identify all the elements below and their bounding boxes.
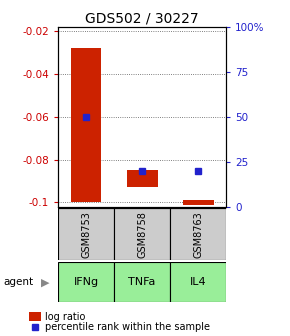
Text: log ratio: log ratio: [45, 312, 85, 322]
Text: GSM8758: GSM8758: [137, 211, 147, 258]
Bar: [114, 208, 170, 260]
Bar: [58, 262, 114, 302]
Text: GSM8753: GSM8753: [81, 211, 91, 258]
Text: percentile rank within the sample: percentile rank within the sample: [45, 322, 210, 332]
Text: GSM8763: GSM8763: [193, 211, 203, 258]
Bar: [58, 208, 114, 260]
Bar: [183, 200, 213, 205]
Bar: [114, 262, 170, 302]
Text: TNFa: TNFa: [128, 277, 156, 287]
Text: IFNg: IFNg: [73, 277, 99, 287]
Text: IL4: IL4: [190, 277, 206, 287]
Bar: [170, 262, 226, 302]
Title: GDS502 / 30227: GDS502 / 30227: [85, 12, 199, 26]
Text: agent: agent: [3, 277, 33, 287]
Bar: [170, 208, 226, 260]
Bar: [70, 48, 102, 202]
Bar: [127, 170, 157, 187]
Text: ▶: ▶: [41, 277, 49, 287]
